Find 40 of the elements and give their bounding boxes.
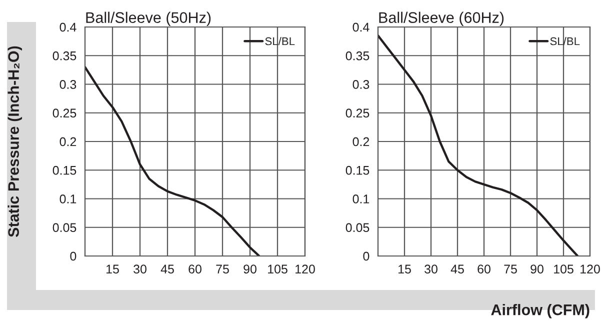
line-series (378, 34, 579, 256)
x-tick-label: 60 (478, 264, 490, 274)
x-tick-label: 90 (244, 264, 256, 274)
x-tick-label: 75 (504, 264, 517, 274)
y-tick-label: 0.25 (346, 108, 370, 118)
x-tick-label: 15 (398, 264, 411, 274)
x-tick-label: 120 (580, 264, 600, 274)
y-tick-label: 0.15 (52, 166, 76, 175)
chart-title: Ball/Sleeve (60Hz) (379, 12, 504, 26)
x-tick-label: 120 (296, 264, 315, 274)
y-tick-label: 0.25 (52, 108, 76, 118)
x-tick-label: 60 (188, 264, 202, 274)
y-tick-label: 0 (70, 252, 76, 261)
chart-title: Ball/Sleeve (50Hz) (86, 12, 211, 26)
y-tick-label: 0.35 (52, 51, 76, 60)
y-tick-label: 0.05 (346, 223, 370, 232)
x-tick-label: 105 (554, 264, 574, 274)
x-tick-label: 30 (424, 264, 438, 274)
y-axis-title: Static Pressure (Inch-H₂O) (8, 46, 22, 237)
x-tick-label: 30 (134, 264, 146, 274)
y-tick-label: 0.3 (352, 80, 370, 89)
y-tick-label: 0.2 (60, 137, 76, 146)
y-tick-label: 0.35 (346, 51, 370, 60)
x-tick-label: 75 (216, 264, 229, 274)
x-tick-label: 105 (268, 264, 288, 274)
line-series (85, 66, 260, 256)
y-tick-label: 0.4 (60, 22, 76, 32)
x-axis-title: Airflow (CFM) (491, 304, 590, 318)
x-tick-label: 45 (450, 264, 464, 274)
y-tick-label: 0.05 (52, 223, 76, 232)
x-tick-label: 45 (160, 264, 174, 274)
y-tick-label: 0.1 (60, 194, 76, 204)
x-tick-label: 90 (530, 264, 544, 274)
y-tick-label: 0 (363, 252, 370, 261)
y-tick-label: 0.15 (346, 166, 370, 175)
y-tick-label: 0.3 (60, 80, 76, 89)
y-tick-label: 0.1 (352, 194, 370, 204)
y-tick-label: 0.4 (352, 22, 370, 32)
x-tick-label: 15 (106, 264, 119, 274)
y-tick-label: 0.2 (352, 137, 370, 146)
